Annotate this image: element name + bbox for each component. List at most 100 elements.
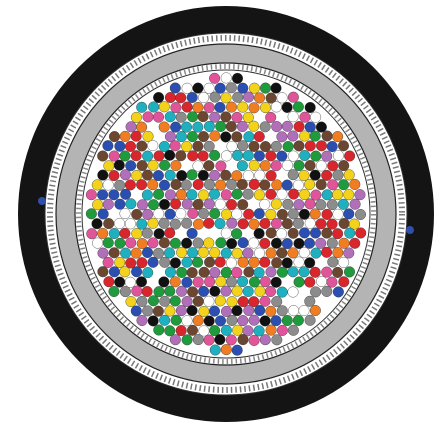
- conductor: [276, 324, 288, 336]
- conductor: [242, 247, 254, 259]
- conductor: [209, 267, 221, 279]
- conductor: [97, 266, 109, 278]
- conductor: [170, 102, 182, 114]
- conductor: [326, 237, 338, 249]
- conductor: [304, 101, 316, 113]
- conductor: [265, 150, 277, 162]
- conductor: [181, 198, 193, 210]
- conductor: [192, 237, 204, 249]
- conductor: [310, 189, 322, 201]
- conductor: [225, 101, 237, 113]
- conductor: [209, 208, 221, 220]
- conductor: [309, 208, 321, 220]
- conductor: [259, 217, 271, 229]
- conductor: [203, 101, 215, 113]
- conductor: [265, 227, 277, 239]
- conductor: [152, 170, 164, 182]
- conductor: [97, 247, 109, 259]
- conductor: [203, 334, 215, 346]
- conductor: [176, 285, 188, 297]
- conductor: [253, 92, 265, 104]
- conductor: [338, 140, 350, 152]
- conductor: [136, 160, 148, 172]
- conductor: [332, 150, 344, 162]
- conductor: [192, 198, 204, 210]
- conductor: [192, 276, 204, 288]
- conductor: [192, 82, 204, 94]
- conductor: [142, 111, 154, 123]
- conductor: [316, 140, 328, 152]
- conductor: [287, 111, 299, 123]
- conductor: [220, 189, 232, 201]
- conductor: [304, 159, 316, 171]
- conductor: [304, 295, 316, 307]
- conductor: [315, 218, 327, 230]
- conductor: [175, 305, 187, 317]
- conductor: [209, 149, 221, 161]
- conductor: [197, 111, 209, 123]
- conductor: [198, 325, 210, 337]
- conductor: [298, 305, 310, 317]
- conductor: [310, 227, 322, 239]
- conductor: [97, 227, 109, 239]
- conductor: [97, 208, 109, 220]
- conductor: [332, 169, 344, 181]
- conductor: [136, 199, 148, 211]
- conductor: [276, 305, 288, 317]
- conductor: [215, 276, 227, 288]
- conductor: [287, 208, 299, 220]
- conductor: [197, 131, 209, 143]
- conductor: [187, 150, 199, 162]
- conductor: [124, 140, 136, 152]
- conductor: [304, 217, 316, 229]
- conductor: [315, 237, 327, 249]
- conductor: [270, 276, 282, 288]
- conductor: [253, 267, 265, 279]
- conductor: [142, 305, 154, 317]
- conductor: [181, 256, 193, 268]
- conductor: [343, 208, 355, 220]
- conductor: [344, 266, 356, 278]
- conductor: [220, 305, 232, 317]
- conductor: [175, 189, 187, 201]
- conductor: [159, 159, 171, 171]
- conductor: [108, 150, 120, 162]
- conductor: [276, 228, 288, 240]
- conductor: [187, 111, 199, 123]
- conductor: [158, 179, 170, 191]
- conductor: [113, 159, 125, 171]
- conductor: [125, 257, 137, 269]
- outer-tape-hatch: [47, 35, 405, 393]
- conductor: [242, 111, 254, 123]
- conductor: [124, 179, 136, 191]
- conductor: [158, 237, 170, 249]
- conductor: [136, 257, 148, 269]
- conductor: [169, 218, 181, 230]
- conductor: [169, 140, 181, 152]
- conductor: [259, 198, 271, 210]
- conductor: [169, 276, 181, 288]
- conductor: [248, 140, 260, 152]
- conductor: [231, 228, 243, 240]
- conductor: [243, 266, 255, 278]
- conductor: [309, 169, 321, 181]
- conductor: [214, 82, 226, 94]
- conductor: [248, 178, 260, 190]
- conductor: [299, 111, 311, 123]
- conductor: [97, 169, 109, 181]
- conductor: [232, 149, 244, 161]
- conductor: [204, 276, 216, 288]
- conductor: [214, 198, 226, 210]
- conductor: [225, 257, 237, 269]
- conductor: [287, 130, 299, 142]
- conductor: [242, 325, 254, 337]
- conductor: [114, 140, 126, 152]
- conductor: [231, 247, 243, 259]
- conductor: [108, 170, 120, 182]
- conductor: [237, 140, 249, 152]
- conductor: [203, 198, 215, 210]
- conductor: [92, 237, 104, 249]
- conductor: [220, 72, 232, 84]
- conductor: [187, 207, 199, 219]
- conductor: [152, 305, 164, 317]
